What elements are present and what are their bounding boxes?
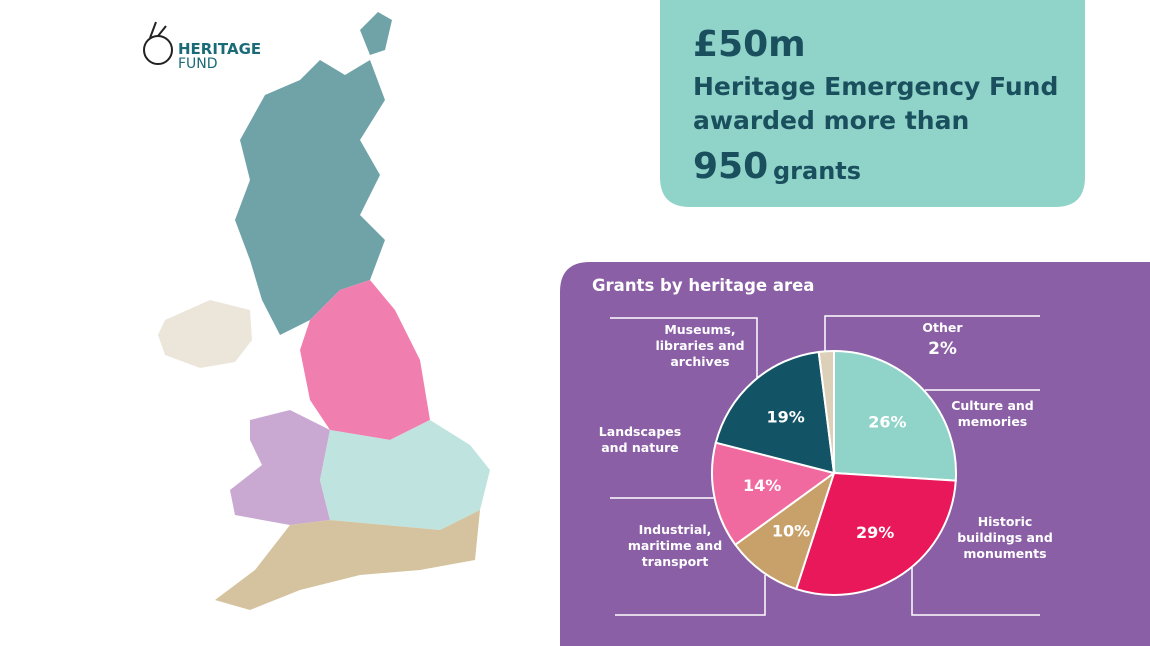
pie-slice	[833, 349, 957, 482]
grant-count: 950	[693, 146, 769, 187]
logo-icon	[143, 21, 173, 65]
amount: £50m	[693, 24, 806, 65]
value-label: 2%	[928, 339, 957, 359]
category-label: Other	[922, 320, 963, 335]
value-label: 26%	[868, 412, 906, 431]
headline-line: Heritage Emergency Fund	[693, 72, 1059, 101]
category-label: Culture and memories	[951, 398, 1034, 429]
pie-slice	[711, 441, 837, 547]
logo-text: FUND	[178, 56, 218, 72]
category-label: Historic buildings and monuments	[957, 514, 1053, 561]
category-label: Industrial, maritime and transport	[627, 522, 723, 569]
value-label: 14%	[743, 476, 781, 495]
chart-title: Grants by heritage area	[592, 276, 815, 295]
pie-slice	[733, 470, 836, 591]
value-label: 19%	[766, 408, 804, 427]
headline-panel	[660, 0, 1085, 207]
category-label: Landscapes and nature	[598, 424, 682, 455]
value-label: 29%	[856, 523, 894, 542]
pie-slice	[714, 350, 836, 475]
logo-text: HERITAGE	[178, 40, 262, 58]
pie-slice	[817, 349, 835, 474]
grant-unit: grants	[773, 157, 862, 185]
pie: 26% 29% 10% 14% 19%	[711, 349, 957, 596]
pie-slice	[795, 471, 957, 596]
uk-map	[158, 12, 490, 610]
value-label: 10%	[772, 522, 810, 541]
category-label: Museums, libraries and archives	[655, 322, 745, 369]
headline-line: awarded more than	[693, 106, 970, 135]
